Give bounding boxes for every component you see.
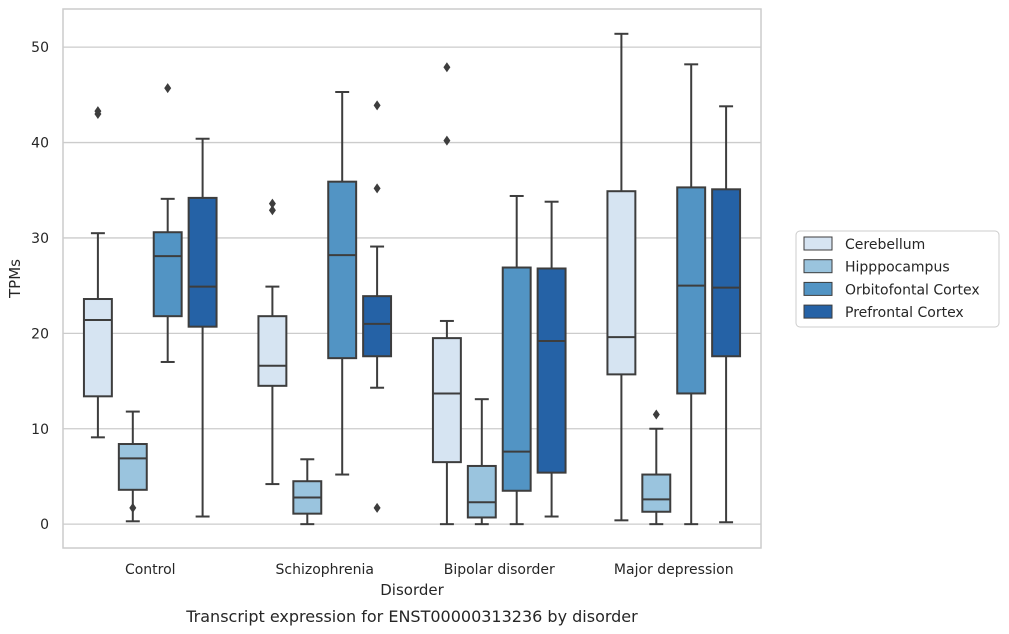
box-iqr	[152, 231, 183, 318]
box-orbitofontal-cortex	[327, 90, 358, 476]
outlier-point	[373, 183, 381, 194]
legend-label: Hipppocampus	[845, 260, 950, 276]
box-iqr	[327, 180, 358, 360]
box-iqr	[257, 315, 288, 387]
legend-label: Orbitofontal Cortex	[845, 282, 980, 298]
x-tick-label: Major depression	[614, 562, 734, 578]
box-prefrontal-cortex	[536, 200, 567, 518]
outlier-point	[268, 205, 276, 216]
chart-caption: Transcript expression for ENST0000031323…	[185, 607, 638, 626]
legend-swatch	[803, 281, 833, 296]
y-axis-label: TPMs	[6, 259, 24, 299]
outlier-point	[268, 198, 276, 209]
outlier-point	[129, 502, 137, 513]
y-tick-label: 10	[31, 422, 49, 438]
box-iqr	[431, 337, 462, 464]
y-tick-label: 50	[31, 40, 49, 56]
box-orbitofontal-cortex	[152, 83, 183, 363]
x-axis-label: Disorder	[380, 581, 444, 599]
box-iqr	[641, 473, 672, 513]
box-hipppocampus	[292, 458, 323, 526]
box-iqr	[117, 443, 148, 491]
box-cerebellum	[257, 198, 288, 486]
outlier-point	[373, 502, 381, 513]
y-tick-label: 30	[31, 231, 49, 247]
legend-swatch	[803, 259, 833, 274]
outlier-point	[652, 409, 660, 420]
legend-swatch	[803, 304, 833, 319]
box-iqr	[187, 196, 218, 328]
legend-label: Prefrontal Cortex	[845, 305, 964, 321]
legend: Cerebellum Hipppocampus Orbitofontal Corte…	[795, 230, 1000, 328]
box-iqr	[536, 267, 567, 474]
x-tick-label: Control	[125, 562, 176, 578]
y-tick-label: 0	[40, 517, 49, 533]
box-iqr	[82, 298, 113, 398]
box-iqr	[711, 188, 742, 358]
box-prefrontal-cortex	[362, 100, 393, 513]
plot-frame	[62, 8, 762, 549]
x-tick-label: Schizophrenia	[276, 562, 374, 578]
outlier-point	[373, 100, 381, 111]
box-hipppocampus	[641, 409, 672, 526]
box-cerebellum	[606, 32, 637, 522]
box-iqr	[606, 190, 637, 376]
box-iqr	[466, 464, 497, 519]
box-hipppocampus	[117, 410, 148, 523]
legend-box	[795, 230, 1000, 328]
box-iqr	[362, 295, 393, 358]
outlier-point	[94, 106, 102, 117]
box-prefrontal-cortex	[187, 137, 218, 518]
legend-swatch	[803, 236, 833, 251]
outlier-point	[164, 83, 172, 94]
outlier-point	[443, 135, 451, 146]
box-hipppocampus	[466, 398, 497, 526]
legend-label: Cerebellum	[845, 237, 925, 253]
y-tick-label: 40	[31, 136, 49, 152]
y-tick-label: 20	[31, 326, 49, 342]
box-series	[82, 32, 742, 526]
box-orbitofontal-cortex	[501, 194, 532, 526]
x-tick-label: Bipolar disorder	[444, 562, 555, 578]
box-cerebellum	[82, 106, 113, 439]
box-cerebellum	[431, 62, 462, 526]
x-tick-labels: Control Schizophrenia Bipolar disorder Majo…	[125, 562, 734, 578]
outlier-point	[443, 62, 451, 73]
box-prefrontal-cortex	[711, 105, 742, 524]
box-iqr	[676, 186, 707, 395]
box-orbitofontal-cortex	[676, 63, 707, 526]
y-tick-labels: 0 10 20 30 40 50	[31, 40, 49, 533]
box-iqr	[501, 266, 532, 492]
